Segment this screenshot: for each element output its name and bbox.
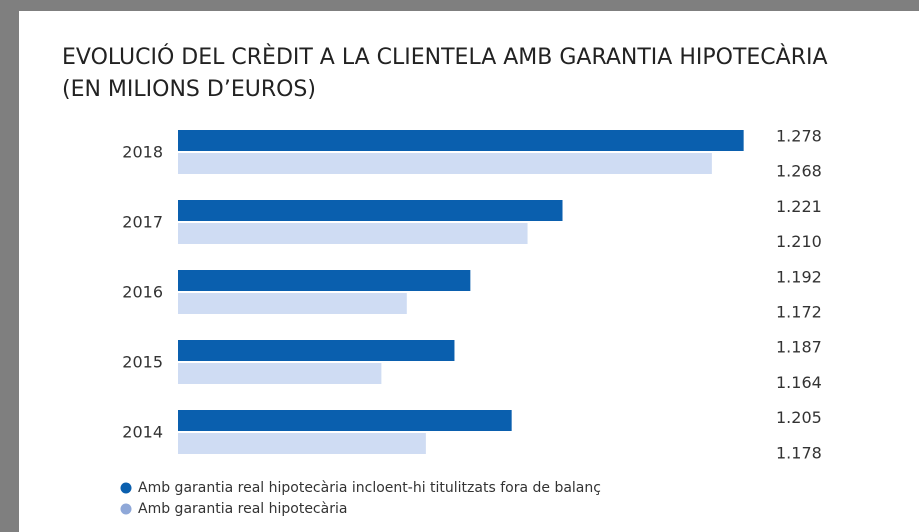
bar: [178, 410, 512, 431]
value-label: 1.205: [776, 408, 822, 427]
value-label: 1.172: [776, 303, 822, 322]
bar: [178, 223, 528, 244]
value-label: 1.164: [776, 373, 822, 392]
bar: [178, 270, 471, 291]
value-label: 1.210: [776, 232, 822, 251]
y-tick-label: 2015: [122, 353, 163, 372]
y-tick-label: 2014: [122, 423, 163, 442]
value-label: 1.178: [776, 443, 822, 462]
value-label: 1.192: [776, 267, 822, 286]
y-tick-label: 2018: [122, 143, 163, 162]
bar: [178, 433, 426, 454]
bar: [178, 153, 712, 174]
bar: [178, 293, 407, 314]
legend-label: Amb garantia real hipotecària: [138, 501, 347, 517]
legend-marker: [120, 503, 132, 515]
legend-label: Amb garantia real hipotecària incloent-h…: [138, 480, 601, 496]
chart-subtitle: (EN MILIONS D’EUROS): [62, 77, 316, 102]
value-label: 1.187: [776, 338, 822, 357]
y-tick-label: 2017: [122, 213, 163, 232]
top-border: [0, 0, 919, 11]
chart-title: EVOLUCIÓ DEL CRÈDIT A LA CLIENTELA AMB G…: [62, 44, 828, 70]
y-tick-label: 2016: [122, 283, 163, 302]
bar: [178, 130, 744, 151]
value-label: 1.278: [776, 127, 822, 146]
bar: [178, 363, 382, 384]
left-border: [0, 0, 19, 532]
legend-marker: [120, 482, 132, 494]
bar: [178, 200, 563, 221]
value-label: 1.221: [776, 197, 822, 216]
value-label: 1.268: [776, 162, 822, 181]
bar: [178, 340, 455, 361]
